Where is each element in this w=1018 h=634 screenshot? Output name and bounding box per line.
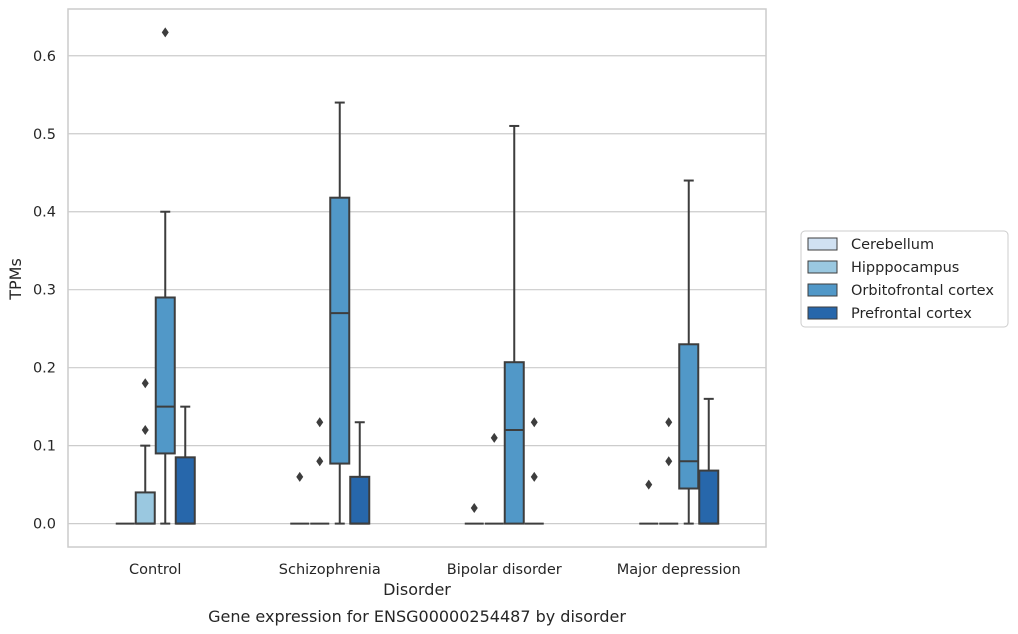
legend: Cerebellum Hipppocampus Orbitofrontal cort… (800, 230, 1009, 328)
outlier-point (161, 27, 169, 38)
outlier-point (141, 425, 149, 436)
box-cerebellum (639, 479, 659, 525)
box (134, 491, 156, 525)
box (174, 456, 196, 525)
box-prefrontal-cortex (698, 397, 720, 525)
box-orbitofrontal-cortex (154, 27, 176, 525)
box-prefrontal-cortex (524, 417, 544, 525)
y-tick-label: 0.4 (33, 205, 56, 221)
legend-label: Prefrontal cortex (851, 306, 972, 322)
x-axis-ticks: Control Schizophrenia Bipolar disorder Majo… (129, 562, 741, 578)
box (154, 296, 176, 455)
outlier-point (665, 456, 673, 467)
y-tick-label: 0.6 (33, 49, 56, 65)
box-hipppocampus (659, 417, 679, 525)
outlier-point (296, 471, 304, 482)
box-orbitofrontal-cortex (329, 101, 351, 525)
box-orbitofrontal-cortex (503, 124, 525, 525)
y-axis-ticks: 0.0 0.1 0.2 0.3 0.4 0.5 0.6 (33, 49, 56, 533)
box-hipppocampus (484, 432, 504, 525)
outlier-point (141, 378, 149, 389)
box (698, 469, 720, 525)
outlier-point (665, 417, 673, 428)
box-cerebellum (290, 471, 310, 525)
x-axis-label: Disorder (383, 580, 451, 599)
y-tick-label: 0.5 (33, 127, 56, 143)
x-tick-label: Major depression (617, 562, 741, 578)
box (503, 361, 525, 525)
outlier-point (645, 479, 653, 490)
y-tick-label: 0.0 (33, 517, 56, 533)
plot-frame (67, 8, 767, 548)
outlier-point (490, 432, 498, 443)
x-tick-label: Schizophrenia (279, 562, 381, 578)
x-tick-label: Bipolar disorder (447, 562, 562, 578)
chart-caption: Gene expression for ENSG00000254487 by d… (208, 607, 626, 626)
legend-label: Orbitofrontal cortex (851, 283, 994, 299)
y-axis-label: TPMs (6, 258, 25, 301)
legend-swatch (807, 237, 838, 251)
legend-swatch (807, 283, 838, 297)
x-tick-label: Control (129, 562, 181, 578)
outlier-point (316, 456, 324, 467)
y-tick-label: 0.3 (33, 283, 56, 299)
box-plot-marks (115, 27, 720, 525)
y-tick-label: 0.2 (33, 361, 56, 377)
box (329, 196, 351, 465)
legend-frame (800, 230, 1009, 328)
legend-label: Hipppocampus (851, 260, 959, 276)
outlier-point (530, 471, 538, 482)
box (349, 475, 371, 525)
box-prefrontal-cortex (349, 421, 371, 525)
box-prefrontal-cortex (174, 405, 196, 525)
outlier-point (530, 417, 538, 428)
legend-swatch (807, 306, 838, 320)
box (678, 343, 700, 490)
box-cerebellum (464, 503, 484, 525)
legend-swatch (807, 260, 838, 274)
legend-label: Cerebellum (851, 237, 934, 253)
box-hipppocampus (134, 378, 156, 525)
box-orbitofrontal-cortex (678, 179, 700, 525)
outlier-point (470, 503, 478, 514)
outlier-point (316, 417, 324, 428)
y-tick-label: 0.1 (33, 439, 56, 455)
box-hipppocampus (310, 417, 330, 525)
